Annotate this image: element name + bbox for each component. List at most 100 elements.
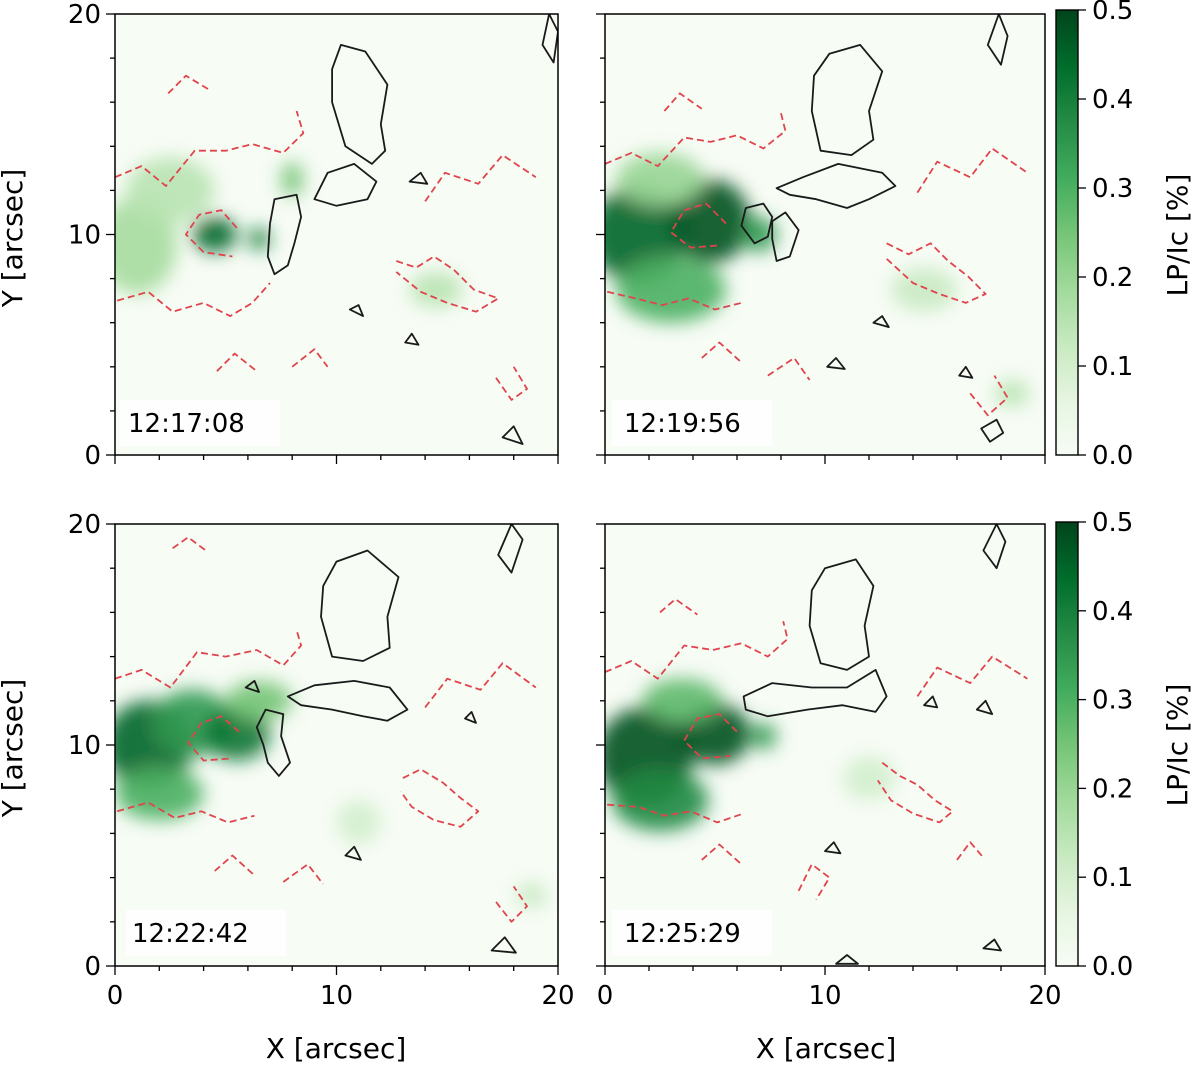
y-axis-label: Y [arcsec] [0, 679, 29, 819]
black-contour [975, 699, 994, 715]
black-contour [266, 193, 303, 276]
heatmap-blob [891, 267, 957, 312]
heatmap-blob [192, 216, 237, 253]
plot-content [605, 14, 1030, 443]
black-contour [923, 695, 939, 709]
colorbar-label: LP/Ic [%] [1161, 174, 1194, 297]
black-contour [348, 304, 365, 318]
heatmap-blob [642, 678, 722, 723]
colorbar: 0.0 0.1 0.2 0.3 0.4 0.5 LP/Ic [%] [1055, 508, 1194, 982]
panel-plot-area: 0 10 20 0 10 20 [68, 510, 575, 1011]
timestamp-background [120, 400, 280, 446]
black-contour [742, 669, 888, 718]
x-tick-label: 0 [107, 981, 124, 1011]
black-contour [740, 202, 774, 245]
red-dashed-contour [214, 854, 256, 877]
timestamp-label: 12:19:56 [624, 409, 741, 439]
red-dashed-contour [116, 801, 255, 824]
x-axis-label: X [arcsec] [266, 1032, 407, 1065]
red-dashed-contour [916, 147, 1028, 194]
axis-ticks [106, 13, 559, 464]
heatmap-blob [247, 227, 271, 250]
axis-ticks [596, 13, 1046, 464]
black-contour [313, 162, 378, 207]
timestamp-label: 12:17:08 [128, 409, 245, 439]
heatmap-blob [281, 161, 304, 198]
heatmap-blob [126, 157, 215, 224]
black-contour [835, 954, 859, 965]
timestamp-background [612, 400, 772, 446]
heatmap-blob [741, 216, 777, 253]
red-dashed-contour [607, 803, 744, 824]
red-dashed-contour [701, 341, 743, 364]
black-contour [490, 936, 517, 954]
colorbar-tick-label: 0.5 [1092, 508, 1133, 538]
red-contour-layer [115, 74, 537, 401]
y-tick-label: 0 [84, 952, 101, 982]
red-dashed-contour [495, 885, 528, 923]
heatmap-blob [616, 152, 704, 206]
black-contour [872, 315, 890, 329]
red-contour-layer [115, 536, 537, 923]
plot-content [115, 524, 547, 954]
axis-ticks [596, 523, 1046, 975]
black-contour [501, 425, 524, 445]
red-dashed-contour [424, 154, 537, 202]
colorbar-ticks: 0.0 0.1 0.2 0.3 0.4 0.5 [1078, 508, 1133, 982]
black-contour [541, 14, 558, 64]
panel-top-right: 12:19:56 0.0 0.1 0.2 0.3 0.4 0.5 LP/Ic [%] [596, 0, 1194, 471]
red-dashed-contour [956, 841, 985, 861]
colorbar-tick-label: 0.2 [1092, 263, 1133, 293]
colorbar-label: LP/Ic [%] [1161, 684, 1194, 807]
red-dashed-contour [187, 715, 240, 762]
red-contour-layer [605, 92, 1028, 417]
black-contour [404, 332, 420, 346]
red-dashed-contour [291, 348, 329, 368]
red-contour-layer [605, 598, 1028, 901]
black-contour [771, 211, 800, 262]
heatmap-blob [409, 271, 463, 308]
colorbar: 0.0 0.1 0.2 0.3 0.4 0.5 LP/Ic [%] [1055, 0, 1194, 471]
heatmap-blob [515, 882, 547, 909]
red-dashed-contour [683, 713, 738, 760]
panel-plot-area: 0 10 20 [68, 0, 559, 471]
black-contour [320, 549, 400, 662]
black-contour [982, 524, 1007, 570]
black-contour [244, 680, 260, 693]
panel-plot-area: 0 10 20 [596, 523, 1062, 1011]
black-contour [775, 162, 897, 209]
red-dashed-contour [659, 598, 698, 616]
black-contour [331, 44, 389, 165]
heatmap-blob [336, 800, 381, 845]
black-contour-layer [740, 14, 1009, 443]
red-dashed-contour [701, 843, 743, 865]
black-contour [286, 680, 409, 722]
panel-bottom-right: 0 10 20 12:25:29 0.0 0.1 0.2 0.3 0.4 0.5 LP/Ic … [596, 508, 1194, 1065]
x-tick-label: 10 [808, 981, 841, 1011]
black-contour [808, 558, 875, 671]
heatmap-blob [842, 756, 896, 801]
red-dashed-contour [767, 357, 811, 381]
x-tick-label: 0 [597, 981, 614, 1011]
red-dashed-contour [115, 629, 303, 689]
plot-content [115, 14, 558, 445]
black-contour [408, 171, 429, 185]
red-dashed-contour [495, 366, 528, 401]
heatmap-layer [115, 680, 547, 909]
x-tick-label: 20 [541, 981, 574, 1011]
red-dashed-contour [797, 863, 831, 901]
timestamp-label: 12:22:42 [132, 919, 249, 949]
heatmap-blob [225, 680, 293, 721]
heatmap-blob [750, 722, 777, 750]
colorbar-tick-label: 0.5 [1092, 0, 1133, 26]
x-axis-label: X [arcsec] [756, 1032, 897, 1065]
red-dashed-contour [115, 110, 305, 187]
red-dashed-contour [399, 768, 480, 828]
timestamp-label: 12:25:29 [624, 919, 741, 949]
panel-top-left: Y [arcsec] 0 10 20 12:17:08 [0, 0, 559, 471]
red-dashed-contour [395, 255, 500, 313]
heatmap-blob [671, 179, 751, 264]
red-dashed-contour [877, 761, 954, 824]
heatmap-layer [115, 157, 463, 308]
red-dashed-contour [916, 655, 1028, 697]
